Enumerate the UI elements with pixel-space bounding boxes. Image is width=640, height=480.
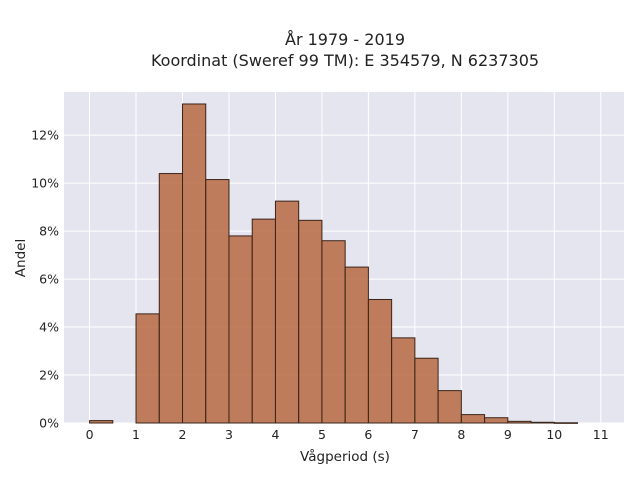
histogram-bar [460,414,486,424]
x-axis-ticks: 0 1 2 3 4 5 6 7 8 9 10 11 [86,427,609,442]
y-tick-label: 2% [39,368,59,383]
y-tick-label: 4% [39,320,59,335]
y-axis-ticks: 0% 2% 4% 6% 8% 10% 12% [31,128,59,431]
x-tick-label: 0 [86,427,94,442]
histogram-bar [251,218,276,424]
x-tick-label: 4 [271,427,279,442]
y-tick-label: 10% [31,176,59,191]
x-tick-label: 11 [593,427,609,442]
histogram-bar [298,219,323,424]
chart-title-line2: Koordinat (Sweref 99 TM): E 354579, N 62… [151,51,539,70]
x-tick-label: 6 [364,427,372,442]
y-tick-label: 0% [39,416,59,431]
histogram-bar [321,240,346,424]
y-tick-label: 12% [31,128,59,143]
x-tick-label: 5 [318,427,326,442]
x-tick-label: 7 [411,427,419,442]
histogram-bar [205,179,230,424]
histogram-bar [135,313,160,424]
histogram-bar [89,420,114,424]
histogram-bar [553,422,579,424]
x-tick-label: 3 [225,427,233,442]
histogram-bar [228,235,253,424]
histogram-bar [158,173,184,424]
histogram-bar [437,390,462,424]
x-axis-label: Vågperiod (s) [300,448,390,465]
histogram-bar [367,298,393,424]
histogram-bar [391,337,416,424]
x-tick-label: 8 [457,427,465,442]
histogram-bars [89,103,579,424]
x-tick-label: 10 [546,427,562,442]
histogram-bar [344,266,369,424]
histogram-bar [414,357,439,424]
x-tick-label: 1 [132,427,140,442]
y-tick-label: 6% [39,272,59,287]
chart-title-line1: År 1979 - 2019 [285,30,405,49]
y-tick-label: 8% [39,224,59,239]
x-tick-label: 2 [179,427,187,442]
histogram-bar [530,421,555,424]
histogram-bar [484,417,509,424]
histogram-bar [182,103,207,424]
y-axis-label: Andel [13,239,29,277]
x-tick-label: 9 [504,427,512,442]
histogram-bar [274,200,300,424]
histogram-bar [507,420,532,424]
